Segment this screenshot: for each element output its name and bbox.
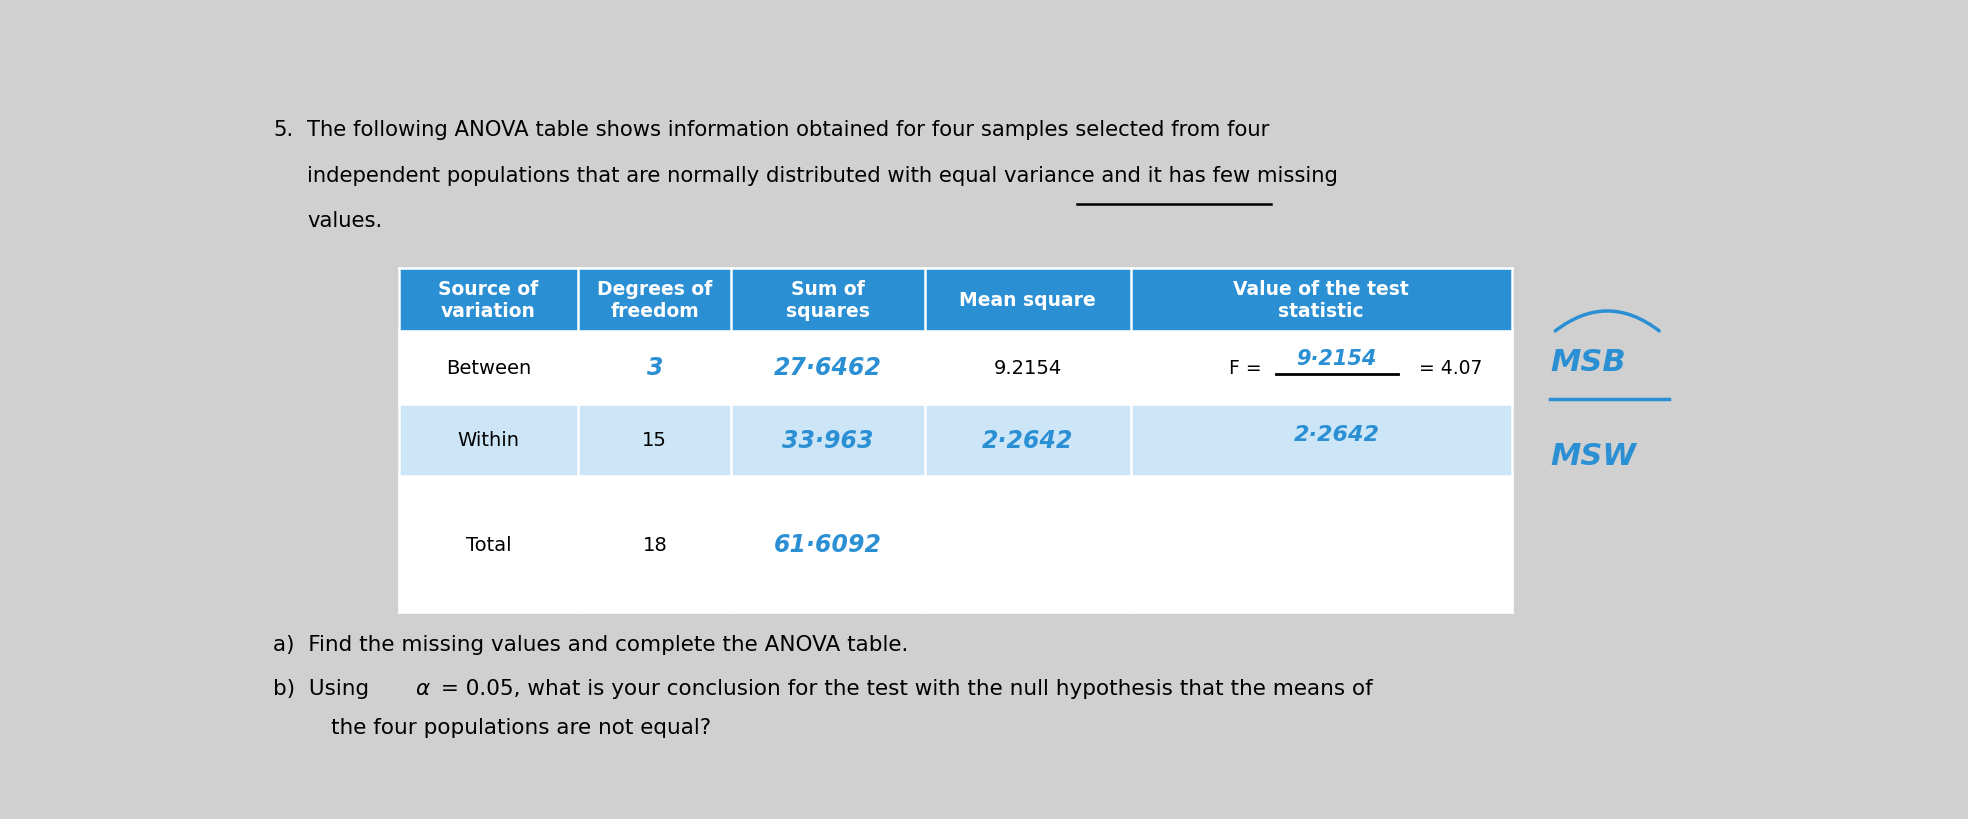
Text: 15: 15	[642, 431, 667, 450]
Text: Between: Between	[447, 359, 531, 378]
Text: a)  Find the missing values and complete the ANOVA table.: a) Find the missing values and complete …	[274, 634, 909, 654]
Text: α: α	[415, 678, 429, 699]
Bar	[398, 332, 579, 404]
Bar	[579, 269, 730, 332]
Bar	[579, 477, 730, 613]
Text: Total: Total	[466, 535, 512, 554]
Bar	[398, 477, 579, 613]
Text: 9·2154: 9·2154	[1297, 348, 1378, 369]
Text: 61·6092: 61·6092	[773, 532, 882, 556]
Text: = 4.07: = 4.07	[1419, 359, 1482, 378]
Text: 27·6462: 27·6462	[773, 356, 882, 380]
Text: independent populations that are normally distributed with equal variance and it: independent populations that are normall…	[307, 165, 1338, 186]
Bar	[1130, 404, 1511, 477]
Text: b)  Using: b) Using	[274, 678, 376, 699]
Bar	[579, 332, 730, 404]
Text: the four populations are not equal?: the four populations are not equal?	[331, 717, 712, 738]
Bar	[925, 332, 1130, 404]
Bar	[1130, 269, 1511, 332]
Bar	[730, 404, 925, 477]
Text: 2·2642: 2·2642	[982, 428, 1073, 452]
Text: Mean square: Mean square	[958, 291, 1096, 310]
Text: 2·2642: 2·2642	[1293, 424, 1380, 444]
Bar	[398, 404, 579, 477]
Text: Sum of
squares: Sum of squares	[785, 279, 870, 320]
Text: 5.: 5.	[274, 120, 293, 140]
Text: The following ANOVA table shows information obtained for four samples selected f: The following ANOVA table shows informat…	[307, 120, 1269, 140]
Text: Source of
variation: Source of variation	[439, 279, 539, 320]
Bar	[579, 404, 730, 477]
Bar	[1130, 477, 1511, 613]
Bar	[925, 477, 1130, 613]
Bar	[730, 332, 925, 404]
Bar	[730, 269, 925, 332]
Bar	[1130, 332, 1511, 404]
Text: F =: F =	[1228, 359, 1261, 378]
Bar	[925, 404, 1130, 477]
Text: MSB: MSB	[1551, 347, 1626, 376]
Text: Within: Within	[457, 431, 520, 450]
Bar	[730, 477, 925, 613]
Text: = 0.05, what is your conclusion for the test with the null hypothesis that the m: = 0.05, what is your conclusion for the …	[433, 678, 1372, 699]
Text: 3: 3	[647, 356, 663, 380]
Text: 33·963: 33·963	[781, 428, 874, 452]
Text: 9.2154: 9.2154	[994, 359, 1063, 378]
Text: MSW: MSW	[1551, 441, 1635, 471]
Bar	[398, 269, 579, 332]
Text: 18: 18	[642, 535, 667, 554]
Text: Value of the test
statistic: Value of the test statistic	[1234, 279, 1409, 320]
Text: values.: values.	[307, 211, 382, 231]
Bar	[925, 269, 1130, 332]
Text: Degrees of
freedom: Degrees of freedom	[596, 279, 712, 320]
